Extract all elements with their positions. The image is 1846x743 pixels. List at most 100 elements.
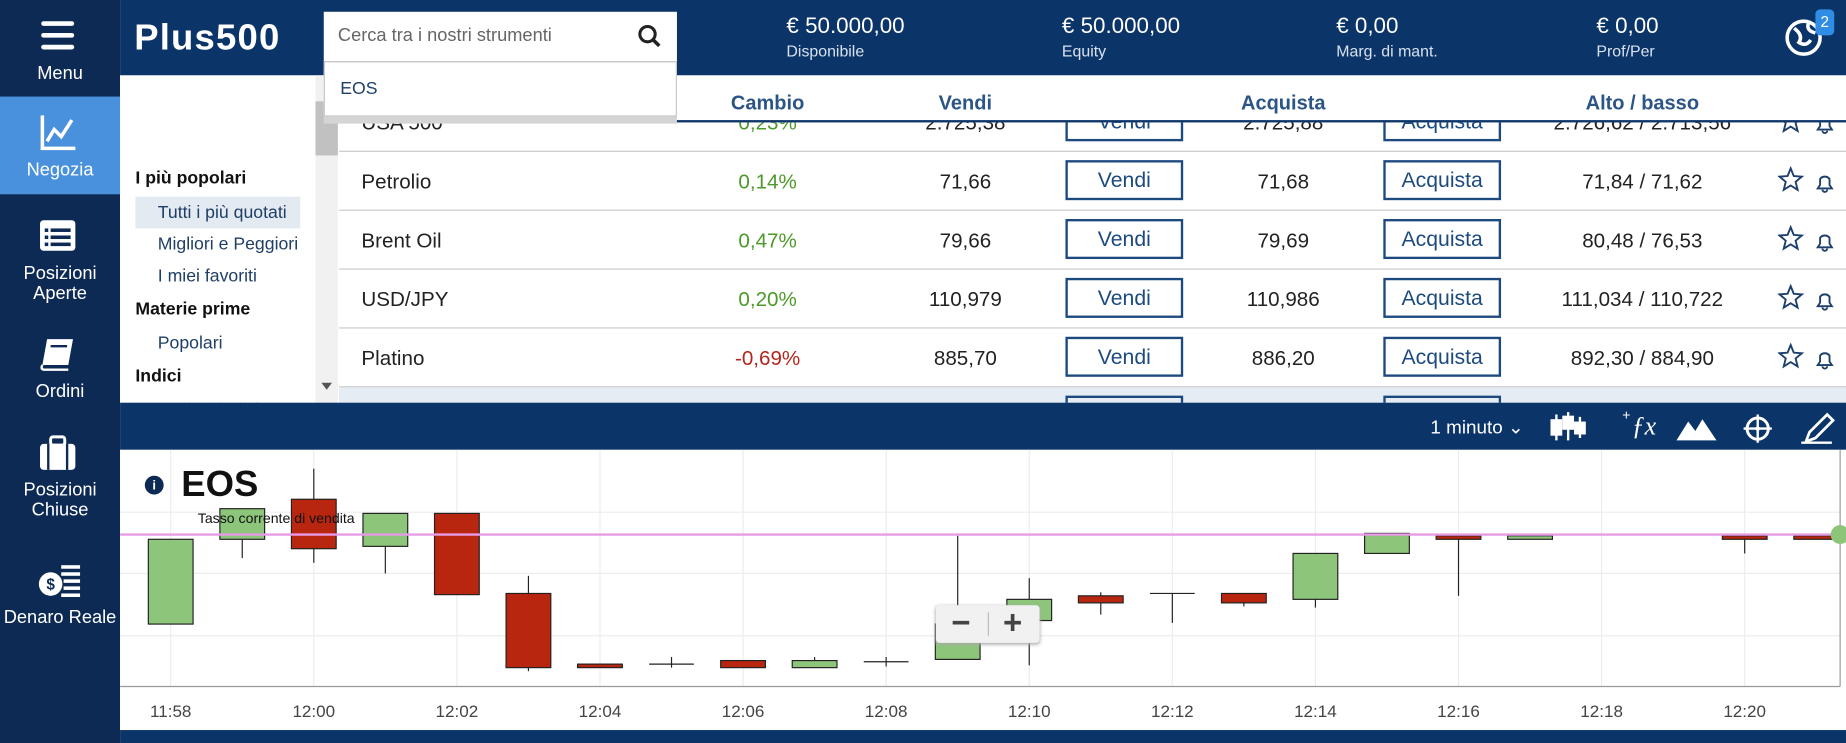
interval-select[interactable]: 1 minuto ⌄: [1430, 418, 1524, 439]
candle-body: [577, 663, 623, 669]
globe[interactable]: 2: [1785, 9, 1835, 64]
sidebar-label: Menu: [37, 63, 83, 84]
sell-button[interactable]: Vendi: [1065, 336, 1184, 377]
candle-body: [791, 659, 838, 669]
x-tick-label: 12:16: [1437, 702, 1480, 721]
sell-price: 885,70: [933, 346, 997, 370]
sell-button[interactable]: Vendi: [1065, 160, 1184, 201]
zoom-control: − +: [935, 604, 1040, 643]
logo[interactable]: Plus500: [134, 16, 281, 58]
sidebar-item[interactable]: Posizioni Aperte: [0, 217, 120, 304]
buy-button[interactable]: Acquista: [1383, 336, 1502, 377]
instrument-name: USA 500: [361, 122, 443, 135]
sell-button: [1065, 395, 1184, 403]
chart: i 11:58 12:00 12:02 12:04 12:06 12:08 12:10 12:…: [120, 449, 1846, 721]
sidebar-label: Posizioni Aperte: [23, 263, 97, 304]
chart-toolbar: 1 minuto ⌄ ƒx +: [120, 402, 1846, 450]
candle-body: [1364, 532, 1410, 555]
sell-price: 110,979: [928, 287, 1002, 311]
sidebar-item[interactable]: Negozia: [0, 96, 121, 195]
change: 0,47%: [738, 228, 797, 252]
zoom-in[interactable]: +: [1003, 604, 1023, 641]
row-icons[interactable]: [1777, 224, 1835, 253]
table-row[interactable]: USA 500 0,23% 2.725,38 Vendi 2.725,88 Acquist…: [339, 122, 1846, 152]
x-tick-label: 12:08: [865, 702, 908, 721]
category-item[interactable]: Tutti i più quotati: [135, 196, 301, 229]
table-body: USA 500 0,23% 2.725,38 Vendi 2.725,88 Acquist…: [339, 122, 1846, 403]
search-box[interactable]: Cerca tra i nostri strumenti: [323, 11, 677, 62]
sell-price: 71,66: [939, 169, 992, 194]
stat-label: Equity: [1061, 42, 1107, 61]
sidebar-item[interactable]: Posizioni Chiuse: [0, 433, 120, 520]
scroll-arrow[interactable]: [320, 382, 333, 391]
category-item[interactable]: Tutti gli indici: [135, 394, 300, 402]
search-placeholder: Cerca tra i nostri strumenti: [337, 25, 552, 46]
high-low: 111,034 / 110,722: [1561, 287, 1724, 311]
stat-value: € 0,00: [1596, 14, 1659, 39]
sidebar-label: Ordini: [35, 381, 85, 402]
scrollbar[interactable]: [315, 75, 338, 403]
high-low: 892,30 / 884,90: [1570, 346, 1714, 370]
stat-value: € 0,00: [1336, 14, 1399, 39]
table-row[interactable]: USD/JPY 0,20% 110,979 Vendi 110,986 Acquista 1…: [339, 270, 1846, 329]
toolbar-icons[interactable]: ƒx+: [1549, 410, 1843, 445]
sidebar-item[interactable]: $ Denaro Reale: [0, 560, 120, 628]
x-tick-label: 12:06: [722, 702, 765, 721]
buy-price: 71,68: [1257, 169, 1310, 194]
category-panel: I più popolari Tutti i più quotati Miglior…: [120, 75, 340, 403]
sidebar-label: Posizioni Chiuse: [23, 480, 97, 521]
sidebar-item[interactable]: Menu: [0, 16, 120, 84]
sidebar: Menu Negozia Posizioni Aperte Ordini Posizio…: [0, 0, 121, 743]
buy-price: 110,986: [1246, 287, 1320, 311]
x-tick-label: 12:12: [1151, 702, 1194, 721]
sidebar-icon: [40, 339, 73, 371]
buy-button[interactable]: Acquista: [1383, 277, 1502, 318]
svg-text:$: $: [46, 576, 55, 593]
table-row: [339, 387, 1846, 403]
candle-body: [433, 512, 480, 596]
sell-button[interactable]: Vendi: [1065, 219, 1184, 260]
buy-price: 2.725,88: [1243, 122, 1324, 135]
table-row[interactable]: Brent Oil 0,47% 79,66 Vendi 79,69 Acquista 80,…: [339, 211, 1846, 270]
current-rate-dot: [1830, 525, 1846, 545]
row-icons[interactable]: [1777, 166, 1835, 194]
table-row[interactable]: Petrolio 0,14% 71,66 Vendi 71,68 Acquista 71,8…: [339, 152, 1846, 211]
sell-button[interactable]: Vendi: [1065, 122, 1184, 142]
row-icons[interactable]: [1777, 342, 1835, 371]
category-heading: Indici: [135, 366, 182, 387]
high-low: 2.726,62 / 2.713,56: [1553, 122, 1732, 135]
buy-button[interactable]: Acquista: [1383, 160, 1502, 201]
column-header: Cambio: [730, 91, 805, 115]
sidebar-icon: [40, 435, 76, 470]
search-result[interactable]: EOS: [340, 78, 378, 99]
instrument-name: Brent Oil: [361, 228, 442, 252]
interval: 1 minuto: [1430, 418, 1503, 439]
category-item[interactable]: Popolari: [157, 333, 223, 354]
x-tick-label: 12:18: [1580, 702, 1623, 721]
instrument-name: USD/JPY: [361, 287, 449, 311]
notification-badge: 2: [1815, 9, 1835, 36]
candle-body: [147, 538, 194, 625]
category-item[interactable]: I miei favoriti: [157, 266, 257, 287]
rate-annotation: Tasso corrente di vendita: [198, 510, 355, 526]
candle-body: [1292, 552, 1339, 600]
buy-button[interactable]: Acquista: [1383, 219, 1502, 260]
candle-body: [1507, 535, 1554, 540]
info-icon[interactable]: [144, 475, 164, 495]
bottom-bar: [120, 730, 1846, 743]
category-item[interactable]: Migliori e Peggiori: [157, 234, 299, 255]
sidebar-item[interactable]: Ordini: [0, 334, 120, 402]
sell-button[interactable]: Vendi: [1065, 277, 1184, 318]
x-tick-label: 12:02: [436, 702, 479, 721]
sidebar-icon: $: [38, 565, 81, 597]
change: 0,14%: [738, 169, 797, 194]
zoom-out[interactable]: −: [951, 604, 971, 641]
buy-button[interactable]: Acquista: [1383, 122, 1502, 142]
candle-body: [720, 659, 767, 669]
table-row[interactable]: Platino -0,69% 885,70 Vendi 886,20 Acquista 89…: [339, 329, 1846, 388]
row-icons[interactable]: [1777, 283, 1835, 312]
sidebar-icon: [40, 220, 76, 251]
row-icons[interactable]: [1778, 122, 1835, 135]
x-tick-label: 12:04: [579, 702, 622, 721]
